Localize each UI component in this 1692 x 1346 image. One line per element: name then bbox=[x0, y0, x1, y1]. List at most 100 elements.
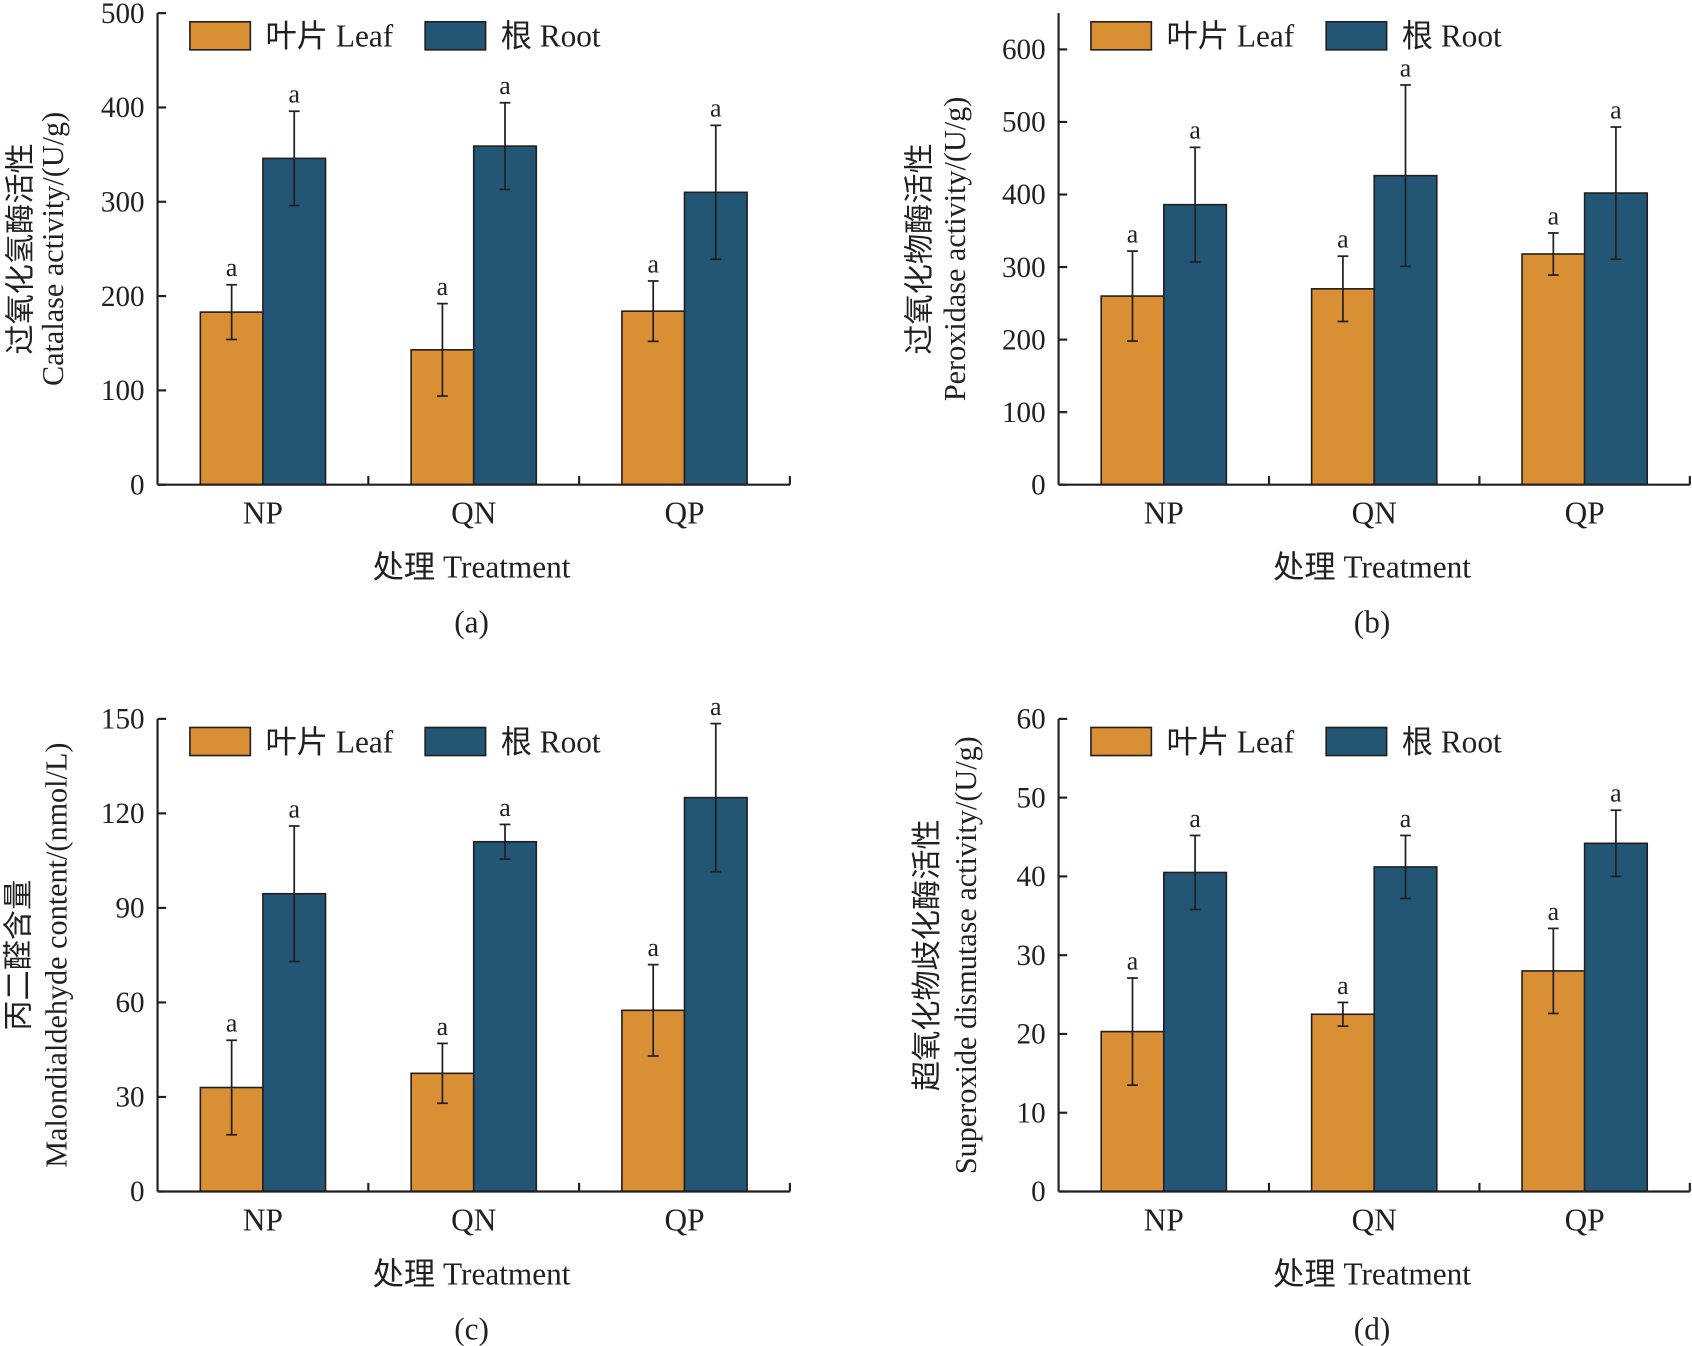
legend: 叶片 Leaf 根 Root bbox=[189, 724, 601, 759]
y-axis-label-cn: 超氧化物歧化酶活性 bbox=[910, 819, 944, 1091]
x-tick-label: QN bbox=[451, 1202, 496, 1237]
y-tick-label: 30 bbox=[1017, 940, 1046, 972]
y-tick-label: 10 bbox=[1017, 1097, 1046, 1129]
bar-leaf-NP bbox=[199, 311, 264, 486]
y-tick-label: 300 bbox=[1002, 252, 1046, 284]
legend-label: 叶片 Leaf bbox=[265, 724, 393, 759]
significance-label: a bbox=[1610, 779, 1622, 808]
error-bar bbox=[437, 302, 448, 397]
legend-swatch-leaf bbox=[189, 726, 252, 757]
x-tick-label: NP bbox=[243, 1202, 283, 1237]
error-bar bbox=[288, 110, 300, 207]
significance-label: a bbox=[1548, 201, 1560, 230]
y-tick-label: 0 bbox=[130, 469, 145, 501]
legend-swatch-leaf bbox=[189, 20, 252, 51]
significance-label: a bbox=[437, 272, 449, 301]
error-bar bbox=[499, 823, 511, 860]
x-axis-label: 处理 Treatment bbox=[1273, 550, 1471, 585]
x-tick-label: QP bbox=[664, 496, 704, 531]
bar-root-QN bbox=[1373, 866, 1438, 1193]
y-tick-label: 50 bbox=[1017, 782, 1046, 814]
significance-label: a bbox=[1400, 804, 1412, 833]
significance-label: a bbox=[499, 793, 511, 822]
error-bar bbox=[1189, 834, 1201, 911]
chart-panel-c: a a a a a a 0 30 60 90 120 150 NP QN QP 处理 Treatment (c)… bbox=[2, 692, 791, 1346]
y-tick-label: 600 bbox=[1002, 34, 1046, 66]
significance-label: a bbox=[647, 933, 659, 962]
y-tick-label: 400 bbox=[1002, 179, 1046, 211]
error-bar bbox=[647, 280, 659, 343]
x-tick-label: QP bbox=[664, 1202, 704, 1237]
x-tick-label: QP bbox=[1565, 496, 1605, 531]
y-tick-label: 500 bbox=[1002, 107, 1046, 139]
bar-root-QN bbox=[472, 840, 538, 1193]
bar-root-NP bbox=[1162, 871, 1228, 1193]
significance-label: a bbox=[288, 80, 300, 109]
x-tick-label: NP bbox=[1144, 1202, 1184, 1237]
error-bar bbox=[1400, 84, 1411, 268]
y-axis-label-cn: 过氧化氢酶活性 bbox=[4, 143, 38, 354]
y-tick-label: 500 bbox=[101, 0, 145, 30]
y-tick-label: 400 bbox=[101, 92, 145, 124]
error-bar bbox=[1337, 1001, 1349, 1027]
y-tick-label: 30 bbox=[115, 1082, 144, 1114]
legend-swatch-root bbox=[1325, 726, 1388, 757]
legend: 叶片 Leaf 根 Root bbox=[189, 19, 601, 54]
y-tick-label: 100 bbox=[1002, 397, 1046, 429]
significance-label: a bbox=[1127, 946, 1139, 975]
significance-label: a bbox=[288, 794, 300, 823]
y-tick-label: 60 bbox=[1017, 704, 1046, 736]
y-axis-label-en: Catalase activity/(U/g) bbox=[36, 112, 70, 386]
legend-swatch-root bbox=[1325, 20, 1388, 51]
legend-label: 根 Root bbox=[1402, 19, 1502, 54]
significance-label: a bbox=[437, 1012, 449, 1041]
significance-label: a bbox=[1610, 95, 1622, 124]
significance-label: a bbox=[710, 692, 722, 721]
error-bar bbox=[1610, 126, 1622, 260]
legend-swatch-leaf bbox=[1090, 726, 1153, 757]
error-bar bbox=[1127, 977, 1138, 1087]
error-bar bbox=[437, 1042, 448, 1105]
y-tick-label: 40 bbox=[1017, 861, 1046, 893]
x-tick-label: QP bbox=[1565, 1202, 1605, 1237]
y-tick-label: 150 bbox=[101, 704, 145, 736]
significance-label: a bbox=[226, 1009, 238, 1038]
bar-leaf-QP bbox=[1521, 253, 1586, 486]
error-bar bbox=[288, 825, 300, 963]
y-tick-label: 90 bbox=[115, 893, 144, 925]
panel-label: (c) bbox=[454, 1311, 489, 1346]
error-bar bbox=[1547, 927, 1559, 1015]
y-tick-label: 60 bbox=[115, 987, 144, 1019]
y-tick-label: 120 bbox=[101, 798, 145, 830]
y-tick-label: 200 bbox=[101, 281, 145, 313]
error-bar bbox=[710, 722, 722, 873]
y-axis-label-en: Malondialdehyde content/(nmol/L) bbox=[39, 743, 73, 1168]
significance-label: a bbox=[1548, 897, 1560, 926]
x-tick-label: NP bbox=[243, 496, 283, 531]
legend-label: 叶片 Leaf bbox=[1166, 724, 1294, 759]
panel-label: (a) bbox=[454, 605, 489, 640]
x-tick-label: QN bbox=[1352, 1202, 1397, 1237]
error-bar bbox=[1547, 232, 1559, 276]
significance-label: a bbox=[1189, 116, 1201, 145]
significance-label: a bbox=[226, 253, 238, 282]
legend-label: 叶片 Leaf bbox=[1166, 19, 1294, 54]
significance-label: a bbox=[1189, 804, 1201, 833]
error-bar bbox=[1189, 146, 1201, 263]
legend-label: 叶片 Leaf bbox=[265, 19, 393, 54]
legend-swatch-leaf bbox=[1090, 20, 1153, 51]
significance-label: a bbox=[1337, 225, 1349, 254]
error-bar bbox=[499, 101, 511, 191]
y-tick-label: 100 bbox=[101, 375, 145, 407]
y-axis-label-en: Superoxide dismutase activity/(U/g) bbox=[949, 736, 983, 1174]
significance-label: a bbox=[710, 94, 722, 123]
error-bar bbox=[1337, 255, 1349, 323]
significance-label: a bbox=[1127, 219, 1139, 248]
error-bar bbox=[226, 1039, 238, 1136]
y-axis-label-cn: 过氧化物酶活性 bbox=[903, 143, 937, 354]
legend-label: 根 Root bbox=[501, 724, 601, 759]
legend-label: 根 Root bbox=[1402, 724, 1502, 759]
x-tick-label: QN bbox=[451, 496, 496, 531]
error-bar bbox=[647, 963, 659, 1057]
